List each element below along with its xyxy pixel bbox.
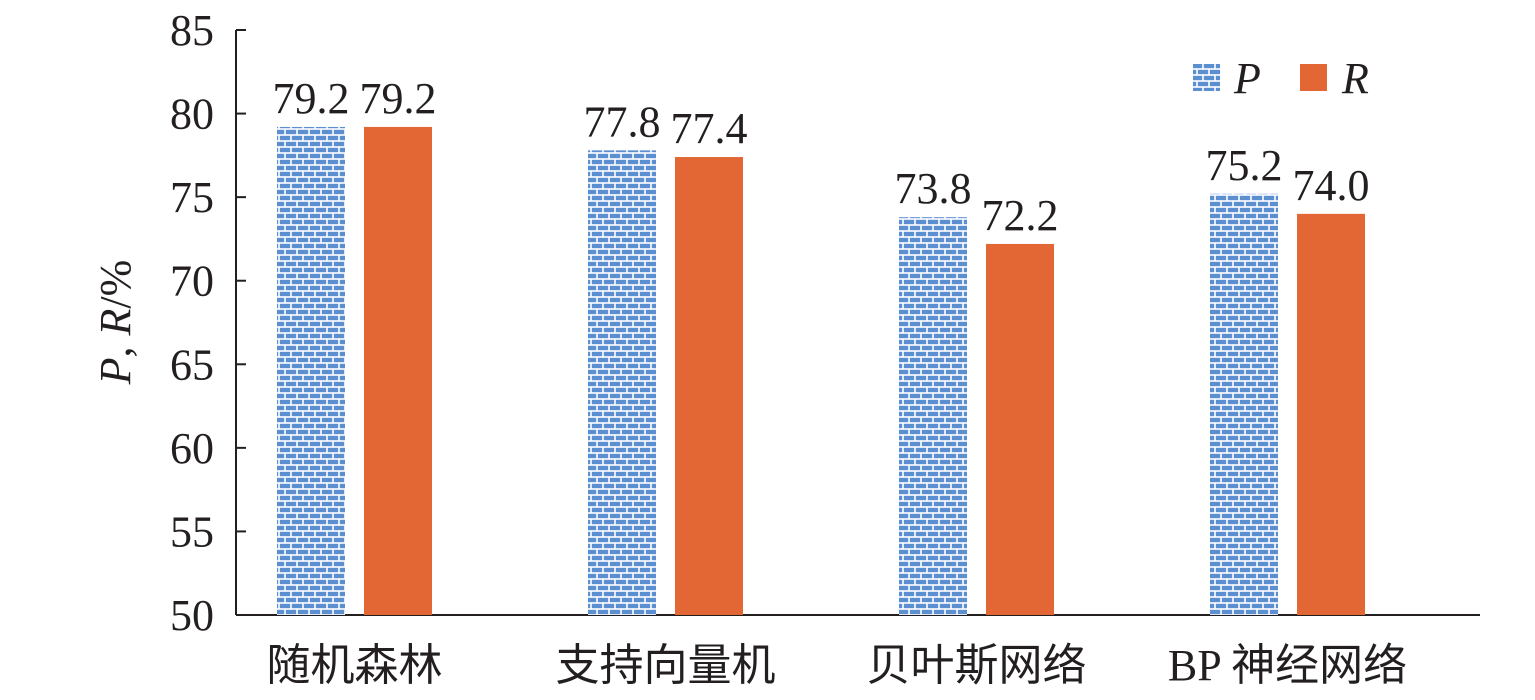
legend-label-p: P <box>1233 54 1261 103</box>
bar-r <box>364 126 432 615</box>
legend-label-r: R <box>1341 54 1369 103</box>
bar-r <box>1297 213 1365 615</box>
y-axis-title-unit: /% <box>91 260 140 309</box>
y-tick-label: 70 <box>170 257 214 306</box>
x-category-label: 随机森林 <box>267 641 443 690</box>
bar-r <box>986 243 1054 615</box>
data-label-p: 75.2 <box>1206 141 1283 190</box>
bar-p <box>588 150 656 616</box>
bar-r <box>675 157 743 615</box>
data-label-p: 77.8 <box>584 97 661 146</box>
data-label-p: 73.8 <box>895 164 972 213</box>
y-axis-title: P, R/% <box>91 260 140 386</box>
data-labels: 79.2 79.2 77.8 77.4 73.872.2 75.2 74.0 <box>273 74 1370 240</box>
bars <box>277 126 1365 616</box>
legend: P R <box>1193 54 1369 103</box>
data-label-r: 72.2 <box>982 191 1059 240</box>
data-label-r: 74.0 <box>1293 161 1370 210</box>
y-tick-label: 75 <box>170 173 214 222</box>
x-category-label: 贝叶斯网络 <box>867 641 1087 690</box>
bar-p <box>1210 193 1278 616</box>
y-tick-label: 65 <box>170 340 214 389</box>
bar-p <box>277 126 345 615</box>
y-axis-title-r: R <box>91 308 140 336</box>
y-tick-label: 55 <box>170 507 214 556</box>
x-category-label: BP 神经网络 <box>1168 641 1407 690</box>
bar-p <box>899 217 967 615</box>
y-tick-label: 60 <box>170 424 214 473</box>
category-labels: 随机森林 支持向量机 贝叶斯网络 BP 神经网络 <box>267 641 1408 690</box>
data-label-p: 79.2 <box>273 74 350 123</box>
data-label-r: 77.4 <box>671 104 748 153</box>
y-axis-title-p: P <box>91 357 140 385</box>
data-label-r: 79.2 <box>360 74 437 123</box>
legend-swatch-r <box>1300 64 1327 91</box>
y-ticks: 50 55 60 65 70 75 80 85 <box>170 6 246 640</box>
y-tick-label: 85 <box>170 6 214 55</box>
y-axis-title-sep: , <box>91 335 140 357</box>
y-tick-label: 80 <box>170 90 214 139</box>
legend-swatch-p <box>1193 64 1220 91</box>
y-tick-label: 50 <box>170 591 214 640</box>
x-category-label: 支持向量机 <box>556 641 776 690</box>
